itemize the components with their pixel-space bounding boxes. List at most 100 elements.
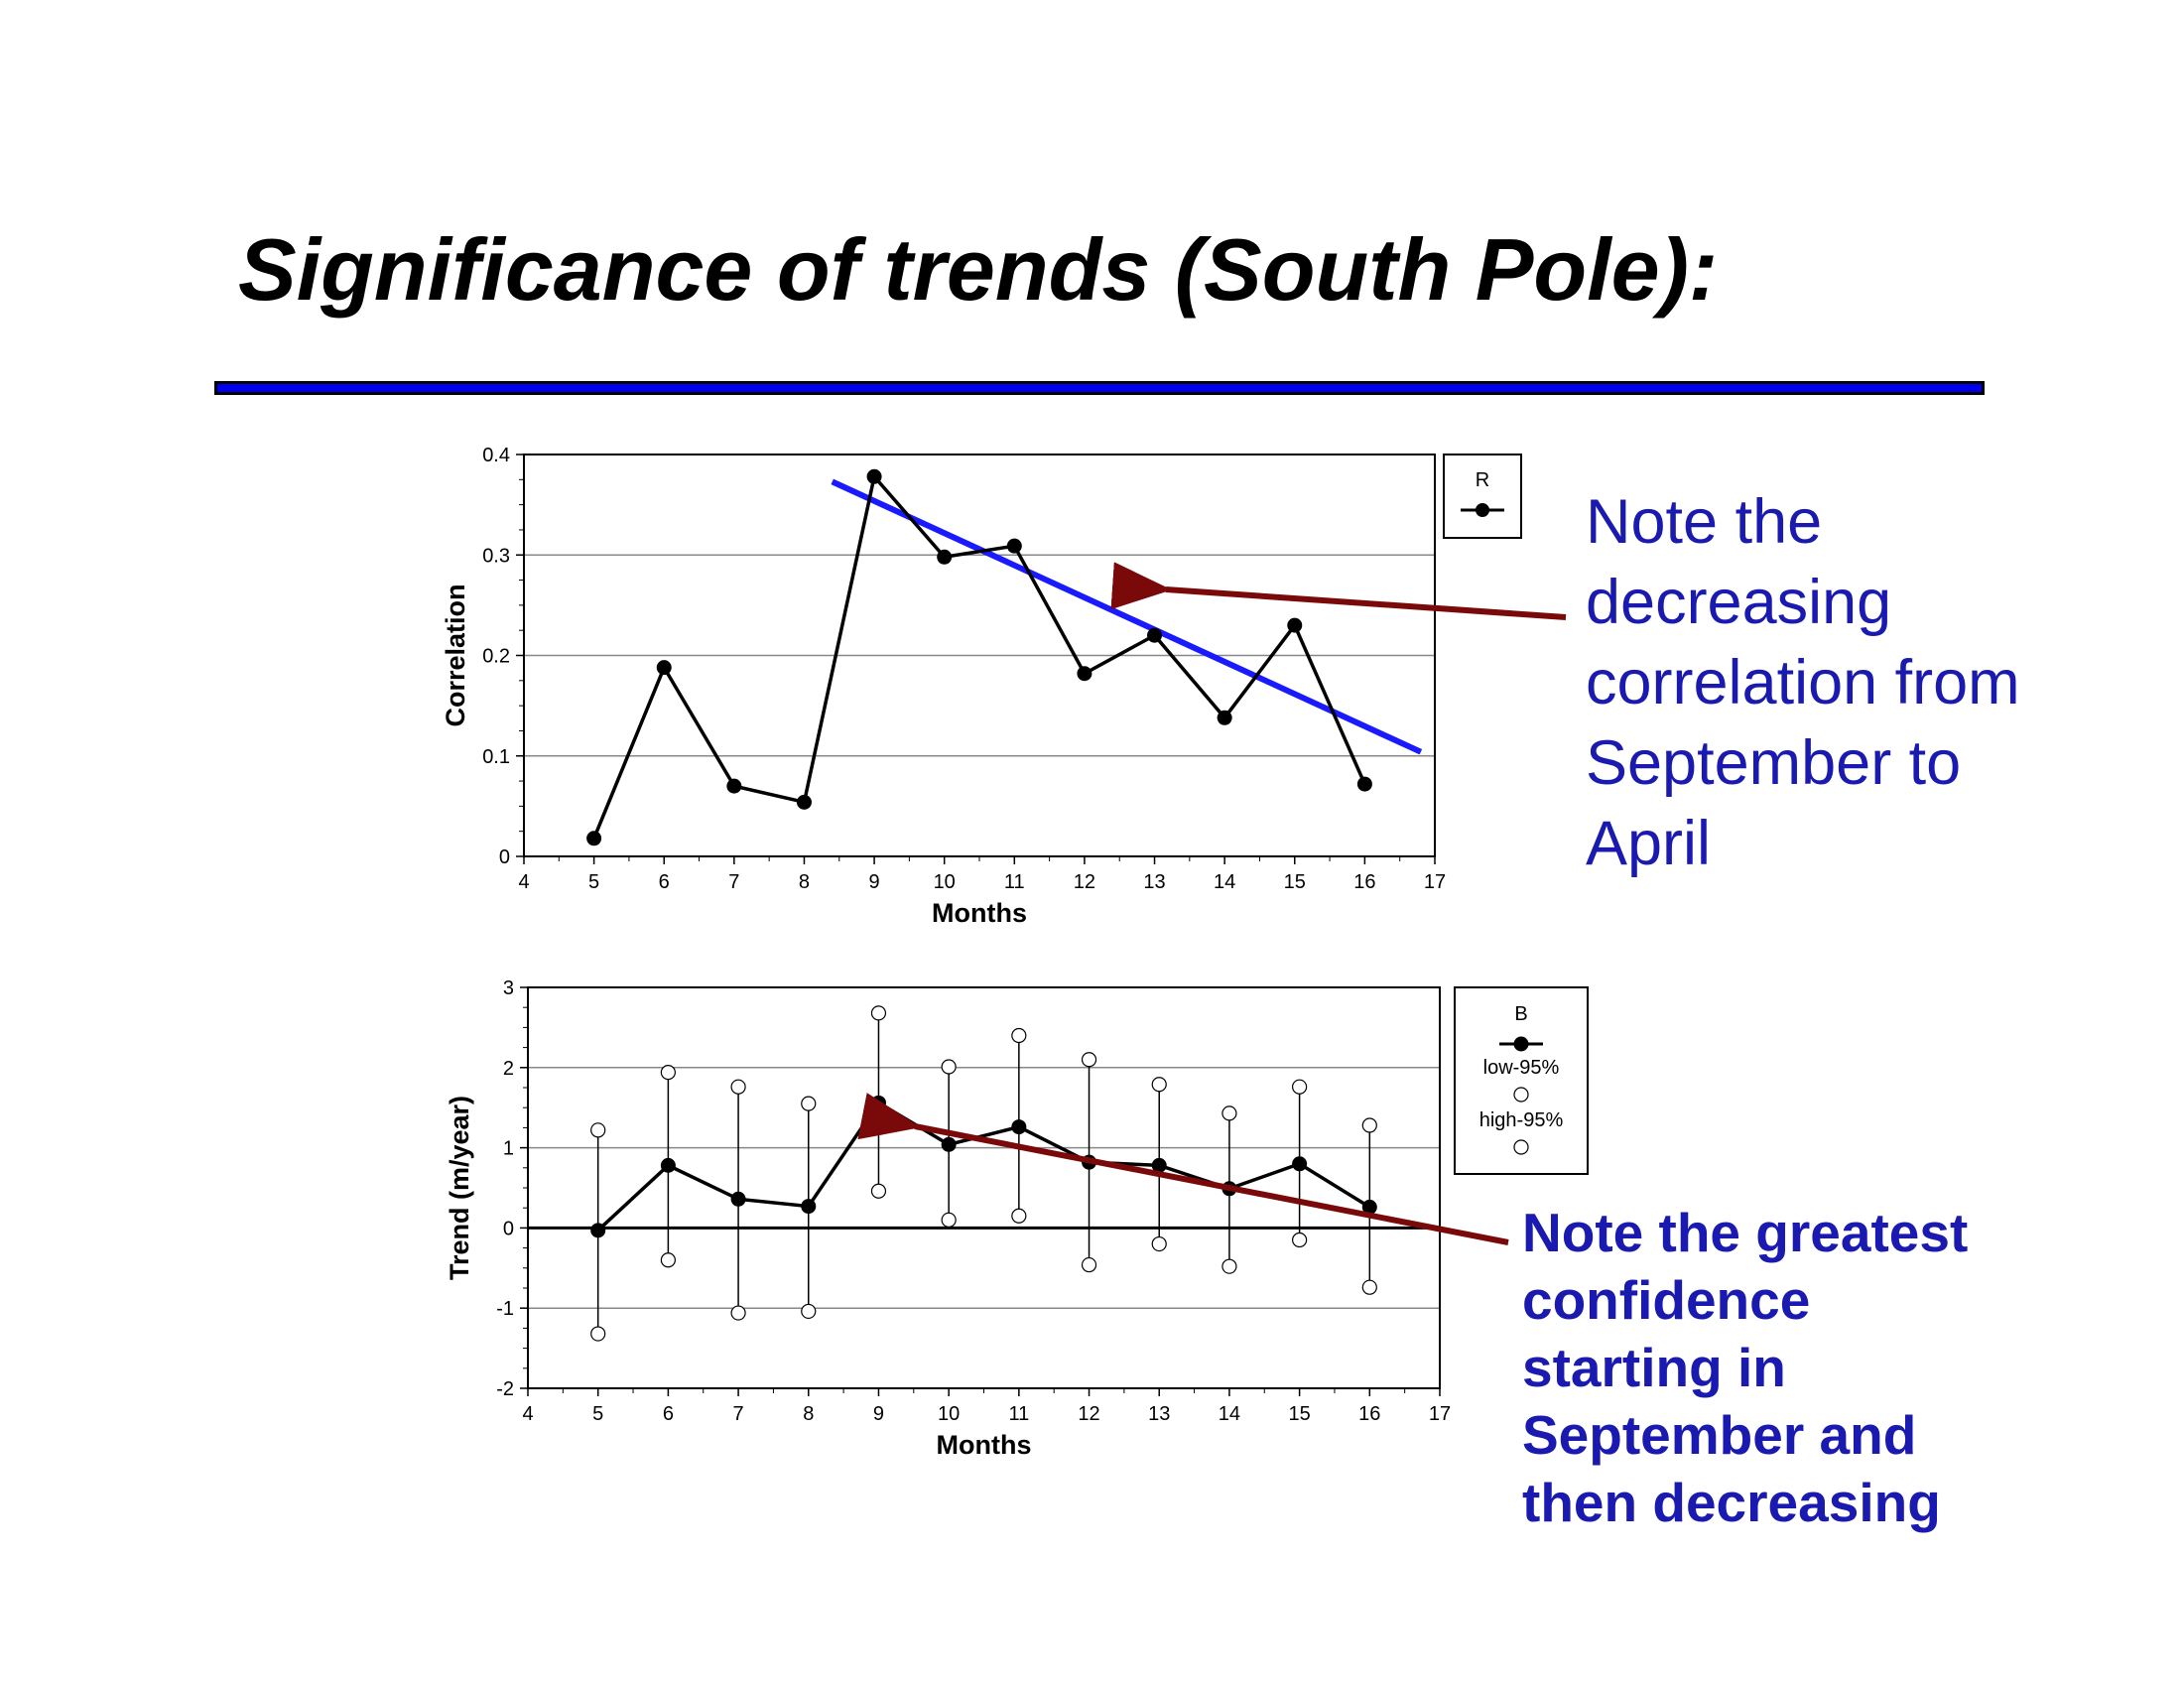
data-point	[1151, 1157, 1167, 1173]
low-95-point	[1221, 1258, 1237, 1274]
y-tick-label: 3	[503, 977, 514, 999]
y-tick-label: 0.2	[482, 646, 510, 668]
x-tick-label: 5	[588, 871, 599, 893]
low-95-point	[1011, 1208, 1027, 1224]
note-bottom-line: confidence	[1522, 1269, 1811, 1331]
note-greatest-confidence: Note the greatest confidence starting in…	[1522, 1199, 2118, 1536]
data-point	[1006, 538, 1022, 554]
low-95-point	[590, 1326, 606, 1342]
data-point	[656, 660, 672, 676]
x-tick-label: 8	[803, 1403, 814, 1425]
note-top-line: September to	[1586, 728, 1962, 798]
x-tick-label: 9	[869, 871, 880, 893]
x-tick-label: 7	[728, 871, 739, 893]
legend-label: R	[1476, 469, 1489, 491]
data-point	[730, 1191, 746, 1207]
data-point	[870, 1095, 886, 1110]
low-95-point	[941, 1212, 957, 1228]
series-line	[591, 472, 1366, 840]
x-tick-label: 13	[1148, 1403, 1170, 1425]
note-top-line: Note the	[1586, 487, 1823, 557]
y-axis-label: Trend (m/year)	[445, 1096, 474, 1280]
note-bottom-line: September and	[1522, 1404, 1917, 1466]
y-tick-label: 2	[503, 1058, 514, 1080]
data-point	[586, 831, 602, 846]
legend-label: high-95%	[1479, 1109, 1564, 1131]
data-point	[1356, 776, 1372, 792]
x-tick-label: 5	[592, 1403, 603, 1425]
legend-marker	[1476, 503, 1489, 517]
high-95-point	[1361, 1117, 1377, 1133]
x-tick-label: 9	[873, 1403, 884, 1425]
slide-title: Significance of trends (South Pole):	[238, 220, 1719, 319]
legend-marker	[1513, 1087, 1529, 1103]
x-tick-label: 17	[1429, 1403, 1451, 1425]
y-tick-label: 0	[499, 846, 510, 868]
note-bottom-line: Note the greatest	[1522, 1202, 1969, 1263]
data-point	[1147, 627, 1163, 643]
arrow-to-correlation	[1110, 562, 1567, 620]
legend-marker	[1513, 1139, 1529, 1155]
annotation-arrows	[857, 562, 1567, 1245]
data-point	[937, 549, 953, 565]
data-point	[1077, 666, 1092, 682]
data-point	[801, 1199, 817, 1215]
x-tick-label: 15	[1284, 871, 1306, 893]
y-axis-label: Correlation	[441, 584, 470, 726]
legend-marker	[1513, 1036, 1529, 1052]
low-95-point	[1292, 1232, 1308, 1248]
trend-chart: 4 5 6 7 8 9 10 11 12 13 14 15 16 17-2-10123MonthsTren…	[445, 977, 1589, 1460]
data-point	[726, 778, 742, 794]
high-95-point	[1081, 1052, 1097, 1068]
x-tick-label: 7	[733, 1403, 744, 1425]
y-tick-label: 0.4	[482, 445, 510, 466]
data-point	[866, 468, 882, 484]
note-top-line: April	[1586, 809, 1712, 878]
plot-frame	[527, 986, 1441, 1389]
high-95-point	[801, 1096, 817, 1111]
data-point	[1292, 1156, 1308, 1172]
low-95-point	[1081, 1256, 1097, 1273]
data-point	[1361, 1199, 1377, 1215]
low-95-point	[660, 1252, 676, 1268]
y-tick-label: 0.1	[482, 746, 510, 768]
x-tick-label: 11	[1004, 871, 1025, 893]
data-point	[1287, 617, 1303, 633]
high-95-point	[1292, 1079, 1308, 1095]
low-95-point	[1361, 1279, 1377, 1295]
y-tick-label: 0	[503, 1218, 514, 1239]
x-tick-label: 15	[1288, 1403, 1310, 1425]
note-top-line: correlation from	[1586, 648, 2020, 717]
high-95-point	[1221, 1105, 1237, 1121]
high-95-point	[870, 1005, 887, 1021]
low-95-point	[1151, 1235, 1167, 1252]
high-95-point	[590, 1122, 606, 1138]
x-axis-label: Months	[937, 1430, 1032, 1460]
legend-box	[1443, 454, 1522, 539]
data-point	[660, 1157, 676, 1173]
correlation-chart: 4 5 6 7 8 9 10 11 12 13 14 15 16 17 0 0.1 0.2 0.3 0.4 Month…	[441, 445, 1522, 928]
note-bottom-line: starting in	[1522, 1337, 1786, 1398]
x-tick-label: 12	[1078, 1403, 1099, 1425]
x-tick-label: 4	[518, 871, 529, 893]
title-rule	[214, 381, 1985, 395]
x-tick-label: 11	[1008, 1403, 1029, 1425]
low-95-point	[870, 1183, 887, 1199]
x-tick-label: 12	[1074, 871, 1095, 893]
data-point	[941, 1136, 957, 1152]
high-95-point	[1011, 1027, 1027, 1044]
x-tick-label: 14	[1214, 871, 1235, 893]
x-tick-label: 16	[1353, 871, 1375, 893]
data-point	[1011, 1119, 1027, 1135]
x-tick-label: 17	[1424, 871, 1446, 893]
data-point	[1217, 710, 1232, 725]
x-tick-label: 4	[522, 1403, 533, 1425]
low-95-point	[730, 1305, 746, 1321]
y-tick-label: -2	[496, 1378, 514, 1400]
x-tick-label: 14	[1219, 1403, 1240, 1425]
x-tick-label: 10	[938, 1403, 960, 1425]
x-tick-label: 6	[663, 1403, 674, 1425]
legend-label: B	[1514, 1003, 1527, 1025]
note-bottom-line: then decreasing	[1522, 1472, 1941, 1533]
